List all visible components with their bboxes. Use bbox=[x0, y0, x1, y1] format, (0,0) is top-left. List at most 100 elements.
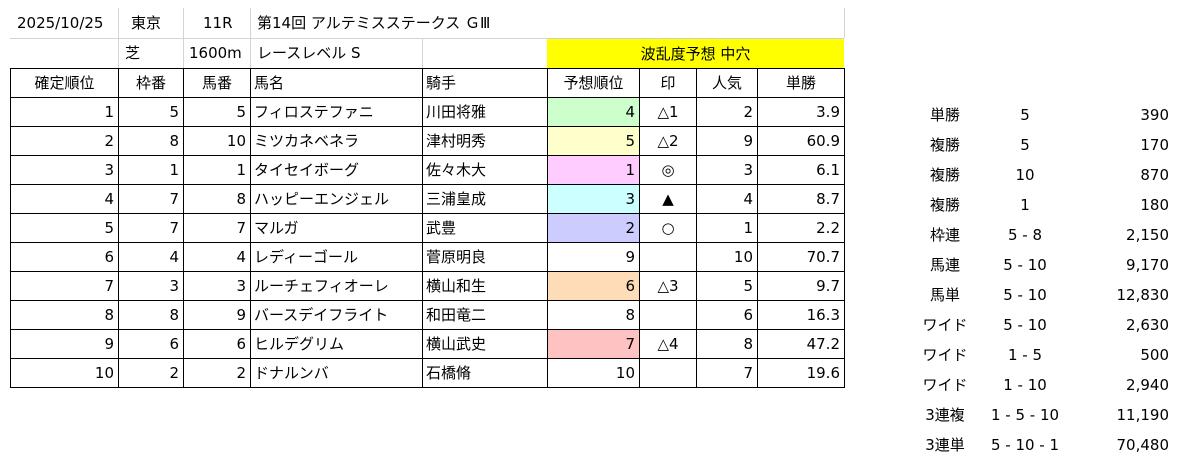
row-pred: 1 bbox=[547, 155, 640, 185]
row-horse: ドナルンバ bbox=[250, 358, 423, 388]
payout-combo: 5 - 10 - 1 bbox=[990, 436, 1060, 454]
row-mark bbox=[639, 300, 697, 330]
row-pop: 7 bbox=[696, 358, 758, 388]
row-odds: 3.9 bbox=[757, 97, 845, 127]
header-odds: 単勝 bbox=[757, 68, 845, 98]
row-pop: 2 bbox=[696, 97, 758, 127]
payout-type: 3連単 bbox=[925, 436, 965, 454]
row-umaban: 1 bbox=[183, 155, 251, 185]
row-jockey: 三浦皇成 bbox=[422, 184, 548, 214]
gridline bbox=[844, 8, 845, 38]
row-mark: △3 bbox=[639, 271, 697, 301]
race-venue: 東京 bbox=[131, 14, 162, 32]
row-pred: 4 bbox=[547, 97, 640, 127]
row-jockey: 武豊 bbox=[422, 213, 548, 243]
row-odds: 19.6 bbox=[757, 358, 845, 388]
row-umaban: 8 bbox=[183, 184, 251, 214]
payout-combo: 10 bbox=[1015, 166, 1035, 184]
payout-value: 180 bbox=[1140, 196, 1169, 214]
row-odds: 70.7 bbox=[757, 242, 845, 272]
table-header-row: 確定順位 枠番 馬番 馬名 騎手 予想順位 印 人気 単勝 bbox=[10, 68, 845, 98]
row-pop: 5 bbox=[696, 271, 758, 301]
race-distance: 1600m bbox=[189, 44, 242, 62]
payout-combo: 1 bbox=[1020, 196, 1030, 214]
row-odds: 47.2 bbox=[757, 329, 845, 359]
row-mark: △4 bbox=[639, 329, 697, 359]
payout-type: 馬単 bbox=[929, 286, 960, 304]
row-rank: 6 bbox=[10, 242, 119, 272]
row-waku: 6 bbox=[118, 329, 184, 359]
race-number: 11R bbox=[203, 14, 233, 32]
table-row: 3 1 1 タイセイボーグ 佐々木大 1 ◎ 3 6.1 bbox=[10, 155, 845, 185]
race-surface: 芝 bbox=[125, 44, 141, 62]
row-horse: ヒルデグリム bbox=[250, 329, 423, 359]
payout-combo: 5 - 10 bbox=[1003, 286, 1047, 304]
header-umaban: 馬番 bbox=[183, 68, 251, 98]
payout-type: 複勝 bbox=[929, 166, 960, 184]
row-umaban: 9 bbox=[183, 300, 251, 330]
row-umaban: 5 bbox=[183, 97, 251, 127]
payout-type: 単勝 bbox=[929, 106, 960, 124]
gridline bbox=[10, 38, 844, 39]
payout-value: 870 bbox=[1140, 166, 1169, 184]
row-mark: ◎ bbox=[639, 155, 697, 185]
row-pred: 7 bbox=[547, 329, 640, 359]
row-waku: 5 bbox=[118, 97, 184, 127]
header-mark: 印 bbox=[639, 68, 697, 98]
payout-combo: 1 - 5 - 10 bbox=[990, 406, 1060, 424]
row-waku: 4 bbox=[118, 242, 184, 272]
row-jockey: 菅原明良 bbox=[422, 242, 548, 272]
payout-combo: 1 - 10 bbox=[1003, 376, 1047, 394]
row-pop: 9 bbox=[696, 126, 758, 156]
row-horse: レディーゴール bbox=[250, 242, 423, 272]
payout-value: 2,630 bbox=[1126, 316, 1169, 334]
payout-type: ワイド bbox=[922, 316, 968, 334]
payout-combo: 1 - 5 bbox=[1007, 346, 1043, 364]
row-pop: 10 bbox=[696, 242, 758, 272]
row-pop: 3 bbox=[696, 155, 758, 185]
row-pop: 4 bbox=[696, 184, 758, 214]
row-jockey: 佐々木大 bbox=[422, 155, 548, 185]
row-rank: 2 bbox=[10, 126, 119, 156]
row-mark bbox=[639, 358, 697, 388]
payout-combo: 5 - 10 bbox=[1003, 316, 1047, 334]
payout-value: 500 bbox=[1140, 346, 1169, 364]
table-row: 4 7 8 ハッピーエンジェル 三浦皇成 3 ▲ 4 8.7 bbox=[10, 184, 845, 214]
header-rank: 確定順位 bbox=[10, 68, 119, 98]
row-pred: 10 bbox=[547, 358, 640, 388]
row-horse: フィロステファニ bbox=[250, 97, 423, 127]
row-rank: 5 bbox=[10, 213, 119, 243]
row-pred: 9 bbox=[547, 242, 640, 272]
header-pop: 人気 bbox=[696, 68, 758, 98]
row-horse: タイセイボーグ bbox=[250, 155, 423, 185]
payout-type: ワイド bbox=[922, 376, 968, 394]
row-pop: 8 bbox=[696, 329, 758, 359]
payout-value: 12,830 bbox=[1116, 286, 1170, 304]
row-pred: 8 bbox=[547, 300, 640, 330]
payout-type: 複勝 bbox=[929, 196, 960, 214]
row-odds: 6.1 bbox=[757, 155, 845, 185]
payout-value: 170 bbox=[1140, 136, 1169, 154]
row-odds: 60.9 bbox=[757, 126, 845, 156]
row-mark: △1 bbox=[639, 97, 697, 127]
row-waku: 7 bbox=[118, 184, 184, 214]
payout-combo: 5 bbox=[1020, 136, 1030, 154]
row-umaban: 6 bbox=[183, 329, 251, 359]
row-umaban: 3 bbox=[183, 271, 251, 301]
table-row: 10 2 2 ドナルンバ 石橋脩 10 7 19.6 bbox=[10, 358, 845, 388]
table-row: 8 8 9 バースデイフライト 和田竜二 8 6 16.3 bbox=[10, 300, 845, 330]
gridline bbox=[118, 8, 119, 68]
table-row: 5 7 7 マルガ 武豊 2 ○ 1 2.2 bbox=[10, 213, 845, 243]
header-horse: 馬名 bbox=[250, 68, 423, 98]
header-waku: 枠番 bbox=[118, 68, 184, 98]
row-mark: ▲ bbox=[639, 184, 697, 214]
row-jockey: 横山和生 bbox=[422, 271, 548, 301]
row-jockey: 津村明秀 bbox=[422, 126, 548, 156]
payout-type: 3連複 bbox=[925, 406, 965, 424]
gridline bbox=[250, 8, 251, 68]
payout-type: 馬連 bbox=[929, 256, 960, 274]
row-waku: 1 bbox=[118, 155, 184, 185]
row-pred: 6 bbox=[547, 271, 640, 301]
row-mark: △2 bbox=[639, 126, 697, 156]
row-pred: 3 bbox=[547, 184, 640, 214]
